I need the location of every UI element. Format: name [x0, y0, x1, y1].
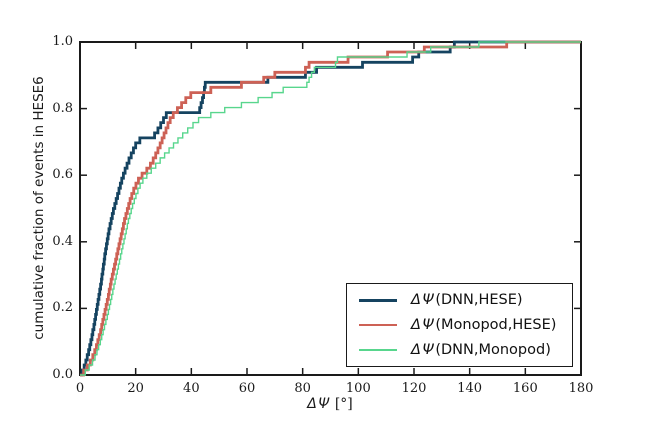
legend-label: ΔΨ(Monopod,HESE): [411, 316, 557, 333]
x-tick-label: 40: [183, 381, 200, 396]
x-axis-label-math: ΔΨ: [307, 396, 331, 412]
plot-frame: [79, 41, 582, 376]
legend-row: ΔΨ(Monopod,HESE): [359, 317, 568, 333]
legend-swatch-dnn-monopod: [359, 348, 397, 351]
x-axis-label-unit: [°]: [334, 396, 353, 412]
x-tick-label: 60: [238, 381, 256, 396]
cdf-line-dnn-monopod: [80, 41, 581, 376]
x-tick-label: 100: [345, 381, 371, 396]
x-tick-label: 160: [512, 381, 538, 396]
x-tick-label: 20: [127, 381, 144, 396]
x-tick-label: 140: [457, 381, 483, 396]
legend-label: ΔΨ(DNN,Monopod): [411, 341, 551, 358]
x-tick-label: 120: [401, 381, 427, 396]
x-tick-label: 0: [75, 381, 85, 396]
y-tick-label: 1.0: [52, 34, 73, 49]
cdf-line-dnn-hese: [80, 40, 581, 377]
x-tick-label: 80: [294, 381, 311, 396]
legend-swatch-monopod-hese: [359, 323, 397, 327]
legend-swatch-dnn-hese: [359, 298, 397, 302]
y-axis-label: cumulative fraction of events in HESE6: [31, 76, 47, 340]
legend: ΔΨ(DNN,HESE) ΔΨ(Monopod,HESE) ΔΨ(DNN,Mon…: [346, 283, 573, 367]
legend-row: ΔΨ(DNN,Monopod): [359, 342, 568, 358]
y-tick-label: 0.8: [52, 100, 73, 116]
x-axis-label: ΔΨ [°]: [307, 396, 353, 412]
legend-label: ΔΨ(DNN,HESE): [411, 292, 523, 309]
legend-row: ΔΨ(DNN,HESE): [359, 292, 568, 308]
cdf-line-monopod-hese: [80, 40, 581, 377]
x-tick-label: 180: [568, 381, 594, 396]
y-tick-label: 0.6: [52, 167, 73, 183]
y-tick-label: 0.0: [52, 367, 73, 382]
y-tick-label: 0.4: [52, 233, 73, 249]
y-tick-label: 0.2: [52, 300, 73, 316]
